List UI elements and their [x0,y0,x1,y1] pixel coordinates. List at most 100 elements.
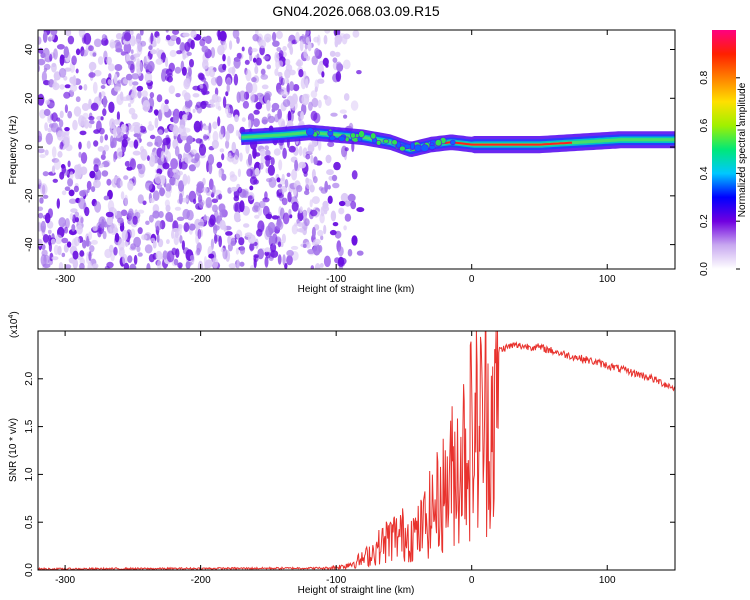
noise-blob [300,111,304,120]
noise-blob [44,122,48,132]
trace-blob [328,135,336,141]
noise-blob [301,33,305,42]
noise-blob [344,147,349,152]
noise-blob [149,197,155,203]
noise-blob [150,32,154,45]
noise-blob [282,212,290,225]
noise-blob [92,264,98,269]
noise-blob [208,122,212,134]
noise-blob [147,83,153,90]
noise-blob [307,248,315,255]
noise-blob [79,262,85,269]
noise-blob [165,183,172,192]
noise-blob [40,254,47,267]
noise-blob [114,232,120,243]
noise-blob [332,222,339,227]
trace-blob [370,132,377,140]
noise-blob [224,105,231,115]
noise-blob [263,33,272,43]
noise-blob [107,63,115,72]
noise-blob [301,93,310,106]
noise-blob [287,191,292,203]
noise-blob [162,162,170,170]
noise-blob [323,94,328,100]
noise-blob [97,227,102,238]
noise-blob [182,32,190,37]
noise-blob [233,57,241,69]
noise-blob [145,220,150,225]
noise-blob [180,161,188,170]
noise-blob [217,105,222,111]
noise-blob [219,148,225,153]
noise-blob [253,257,257,269]
noise-blob [212,130,219,143]
noise-blob [189,58,194,68]
noise-blob [307,41,312,52]
noise-blob [207,154,215,166]
noise-blob [215,76,222,84]
trace-blob [327,130,334,137]
noise-blob [233,211,241,223]
noise-blob [330,112,338,117]
noise-blob [38,178,42,184]
noise-blob [179,235,183,244]
noise-blob [174,146,180,157]
noise-blob [51,62,57,73]
noise-blob [120,51,126,56]
noise-blob [257,248,265,260]
noise-blob [51,112,58,122]
noise-blob [116,94,124,106]
noise-blob [38,47,44,54]
noise-blob [62,133,70,145]
noise-blob [221,153,225,161]
noise-blob [145,180,153,191]
noise-blob [202,59,209,70]
noise-blob [176,216,185,221]
noise-blob [156,260,162,269]
noise-blob [98,127,105,135]
noise-blob [267,164,275,176]
noise-blob [219,219,226,230]
noise-blob [334,34,343,44]
noise-blob [105,211,114,218]
noise-blob [155,250,163,261]
noise-blob [51,146,57,159]
noise-blob [292,84,300,92]
noise-blob [92,52,97,57]
noise-blob [174,66,182,74]
noise-blob [278,159,283,171]
y-tick-label: 1.0 [24,467,35,481]
noise-blob [154,135,163,148]
noise-blob [159,188,166,195]
noise-blob [123,32,132,42]
noise-blob [177,153,183,160]
noise-blob [164,56,169,68]
noise-blob [281,233,286,244]
noise-blob [298,145,303,157]
noise-blob [165,150,171,162]
noise-blob [68,198,77,204]
y-tick-label: 2.0 [24,371,35,385]
noise-blob [64,84,71,89]
noise-blob [59,110,64,119]
noise-blob [129,30,134,36]
noise-blob [116,111,120,121]
noise-blob [86,180,92,191]
snr-y-axis-label: SNR (10 * v/v) [8,418,19,482]
y-tick-label: -40 [24,237,35,252]
noise-blob [197,181,204,188]
noise-blob [99,135,104,144]
noise-blob [175,248,180,258]
noise-blob [107,79,112,85]
noise-blob [74,211,80,218]
noise-blob [155,48,161,57]
noise-blob [352,30,360,38]
noise-blob [198,201,204,209]
noise-blob [211,184,216,195]
noise-blob [317,229,324,237]
noise-blob [274,68,279,76]
noise-blob [117,79,122,84]
